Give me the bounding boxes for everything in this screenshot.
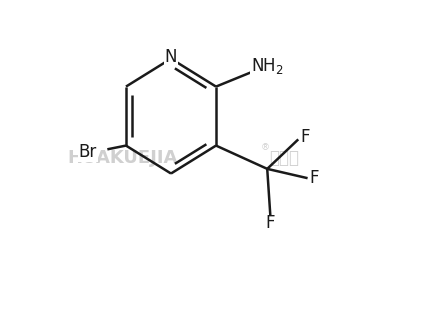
- Text: Br: Br: [79, 143, 97, 161]
- Text: ®: ®: [261, 143, 270, 152]
- Text: F: F: [300, 128, 310, 146]
- Text: F: F: [310, 169, 319, 187]
- Text: 化学加: 化学加: [269, 149, 299, 167]
- Text: N: N: [165, 48, 177, 66]
- Text: HUAKUEJIA: HUAKUEJIA: [67, 149, 178, 167]
- Text: F: F: [266, 214, 275, 232]
- Text: NH$_2$: NH$_2$: [251, 57, 283, 76]
